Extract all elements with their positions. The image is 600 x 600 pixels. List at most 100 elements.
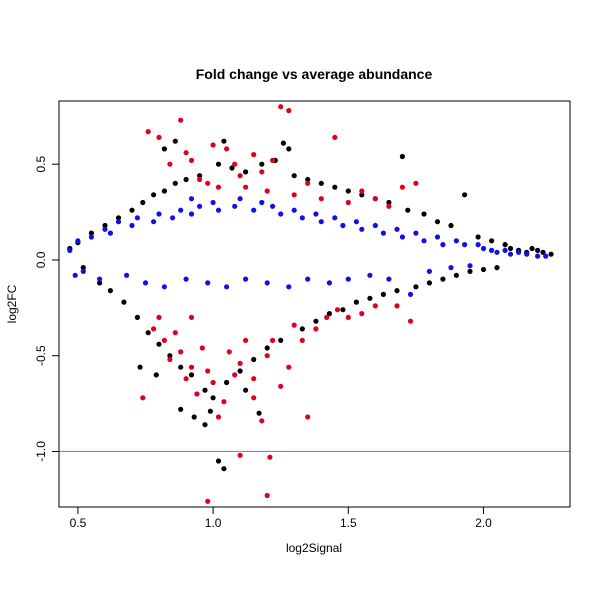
data-point-blue: [124, 272, 130, 278]
data-point-black: [480, 266, 487, 273]
data-point-red: [188, 364, 195, 370]
data-point-blue: [97, 276, 103, 282]
data-point-red: [251, 152, 257, 158]
data-point-black: [153, 372, 159, 378]
data-point-black: [507, 245, 514, 252]
data-point-blue: [67, 247, 73, 253]
data-point-black: [280, 140, 286, 146]
data-point-blue: [80, 268, 86, 274]
data-point-black: [137, 364, 143, 370]
data-point-red: [413, 180, 419, 186]
data-point-red: [264, 492, 270, 499]
data-point-red: [188, 157, 195, 163]
y-axis: -1.0 -0.5 0.0 0.5: [34, 156, 59, 462]
data-point-black: [121, 299, 127, 305]
data-point-black: [243, 387, 249, 393]
data-point-black: [115, 215, 122, 221]
data-point-black: [434, 219, 441, 225]
data-point-blue: [291, 207, 297, 213]
data-point-black: [97, 280, 103, 286]
data-point-blue: [210, 199, 216, 206]
data-point-blue: [386, 276, 392, 282]
data-point-red: [215, 184, 222, 190]
data-point-blue: [129, 222, 135, 229]
data-point-blue: [326, 280, 332, 286]
data-point-red: [259, 418, 265, 424]
data-point-red: [399, 184, 405, 190]
data-point-red: [194, 391, 200, 397]
data-point-blue: [332, 215, 338, 221]
data-point-blue: [151, 219, 157, 225]
data-point-red: [140, 395, 146, 401]
data-point-blue: [188, 211, 195, 217]
data-point-black: [256, 410, 262, 416]
data-point-black: [129, 207, 135, 213]
x-tick-label: 1.0: [205, 516, 222, 530]
data-point-black: [278, 337, 284, 343]
data-point-red: [161, 337, 167, 343]
data-point-red: [172, 330, 178, 336]
data-point-red: [305, 414, 311, 420]
data-point-red: [167, 161, 173, 167]
data-point-blue: [462, 242, 468, 248]
data-point-black: [221, 138, 227, 144]
data-point-red: [345, 199, 351, 206]
data-point-red: [286, 364, 292, 370]
data-point-red: [291, 192, 297, 198]
data-point-red: [259, 169, 265, 175]
data-point-blue: [197, 203, 203, 209]
data-point-blue: [524, 251, 530, 257]
data-point-blue: [394, 226, 400, 232]
data-point-blue: [156, 211, 162, 217]
data-point-red: [167, 356, 173, 363]
data-point-red: [210, 379, 216, 386]
data-point-black: [440, 276, 446, 282]
data-point-blue: [516, 249, 522, 255]
data-point-red: [251, 395, 257, 401]
data-point-blue: [345, 276, 351, 282]
data-point-red: [267, 454, 273, 460]
data-point-black: [399, 153, 405, 160]
data-point-red: [178, 349, 184, 355]
data-point-black: [540, 249, 546, 255]
data-point-black: [413, 284, 419, 290]
data-point-blue: [494, 249, 500, 255]
data-point-red: [188, 314, 195, 320]
data-point-red: [205, 498, 211, 504]
data-point-black: [353, 299, 359, 305]
data-point-red: [359, 311, 365, 317]
data-point-black: [202, 387, 208, 393]
data-point-red: [178, 117, 184, 123]
data-point-black: [229, 165, 235, 171]
data-point-blue: [475, 242, 481, 248]
data-point-blue: [340, 222, 346, 229]
data-point-red: [359, 188, 365, 194]
data-point-blue: [359, 226, 365, 232]
data-point-red: [372, 303, 378, 309]
data-point-black: [345, 188, 351, 194]
data-point-black: [207, 408, 213, 414]
data-point-blue: [232, 203, 238, 209]
data-point-blue: [161, 284, 167, 290]
data-point-black: [326, 311, 332, 317]
data-point-black: [313, 318, 319, 324]
data-point-blue: [353, 219, 359, 225]
data-point-red: [199, 345, 205, 351]
data-point-red: [305, 180, 311, 186]
data-point-red: [210, 142, 216, 148]
data-point-blue: [502, 247, 508, 253]
data-point-blue: [224, 284, 230, 290]
data-point-black: [259, 161, 265, 167]
data-point-blue: [170, 215, 176, 221]
data-point-blue: [102, 226, 108, 232]
data-point-blue: [535, 253, 541, 259]
y-axis-label: log2FC: [5, 284, 19, 323]
data-point-black: [340, 307, 346, 313]
data-point-red: [243, 184, 249, 190]
data-point-red: [313, 326, 319, 332]
data-point-black: [467, 268, 473, 274]
y-tick-label: 0.5: [34, 156, 48, 173]
data-point-red: [270, 157, 276, 163]
